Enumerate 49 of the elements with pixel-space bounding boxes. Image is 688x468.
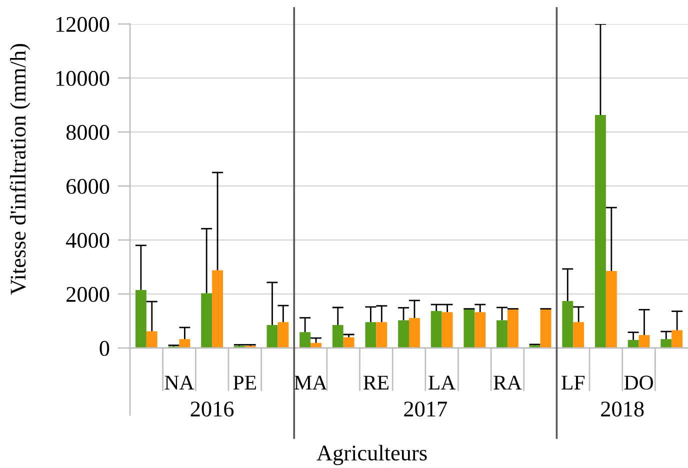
bar — [212, 270, 223, 348]
bar — [266, 325, 278, 348]
x-tick-label: PE — [233, 376, 256, 390]
bar — [507, 309, 518, 348]
bar — [343, 337, 354, 348]
y-tick-label: 8000 — [66, 124, 110, 140]
bar — [442, 312, 453, 348]
bar — [660, 339, 672, 348]
bar — [398, 320, 409, 348]
bar — [135, 290, 146, 348]
bar — [146, 331, 158, 348]
y-tick-label: 2000 — [66, 286, 110, 302]
x-tick-label: DO — [624, 376, 653, 390]
bar — [365, 322, 376, 348]
x-tick-label: LA — [428, 376, 456, 390]
bar — [562, 301, 574, 348]
x-tick-label: RA — [494, 376, 522, 390]
bar — [628, 340, 639, 348]
bar — [606, 271, 617, 348]
y-tick-label: 6000 — [66, 178, 110, 194]
x-axis-title: 2016 — [190, 402, 234, 417]
bar — [278, 322, 289, 348]
bar — [474, 312, 486, 348]
y-axis-title: Vitesse d'infiltration (mm/h) — [10, 44, 30, 295]
bar — [464, 308, 475, 348]
bar — [179, 339, 190, 348]
bar — [540, 309, 552, 348]
y-tick-label: 0 — [100, 340, 110, 356]
bar — [300, 332, 311, 348]
bar — [376, 322, 388, 348]
x-tick-label: MA — [294, 376, 328, 390]
x-tick-label: LF — [562, 376, 585, 390]
x-tick-label: RE — [363, 376, 388, 390]
bar — [332, 325, 344, 348]
x-axis-title: 2018 — [601, 402, 644, 417]
bar — [595, 114, 606, 348]
x-tick-label: NA — [164, 376, 194, 390]
bar — [672, 330, 683, 348]
bar — [638, 335, 650, 348]
text: Agriculteurs — [316, 444, 427, 466]
bar — [430, 311, 442, 348]
bar — [573, 322, 584, 348]
y-tick-label: 10000 — [56, 70, 110, 86]
bar — [409, 318, 420, 348]
bar — [201, 293, 212, 348]
x-axis-title: 2017 — [404, 402, 447, 417]
y-tick-label: 12000 — [56, 16, 110, 32]
y-tick-label: 4000 — [66, 232, 110, 248]
bar — [496, 320, 508, 348]
